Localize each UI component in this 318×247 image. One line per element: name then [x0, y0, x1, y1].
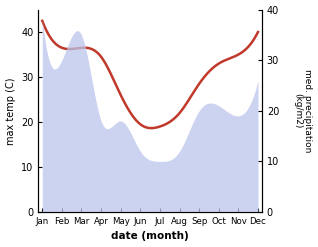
Y-axis label: max temp (C): max temp (C) — [5, 77, 16, 144]
Y-axis label: med. precipitation
(kg/m2): med. precipitation (kg/m2) — [293, 69, 313, 152]
X-axis label: date (month): date (month) — [111, 231, 189, 242]
